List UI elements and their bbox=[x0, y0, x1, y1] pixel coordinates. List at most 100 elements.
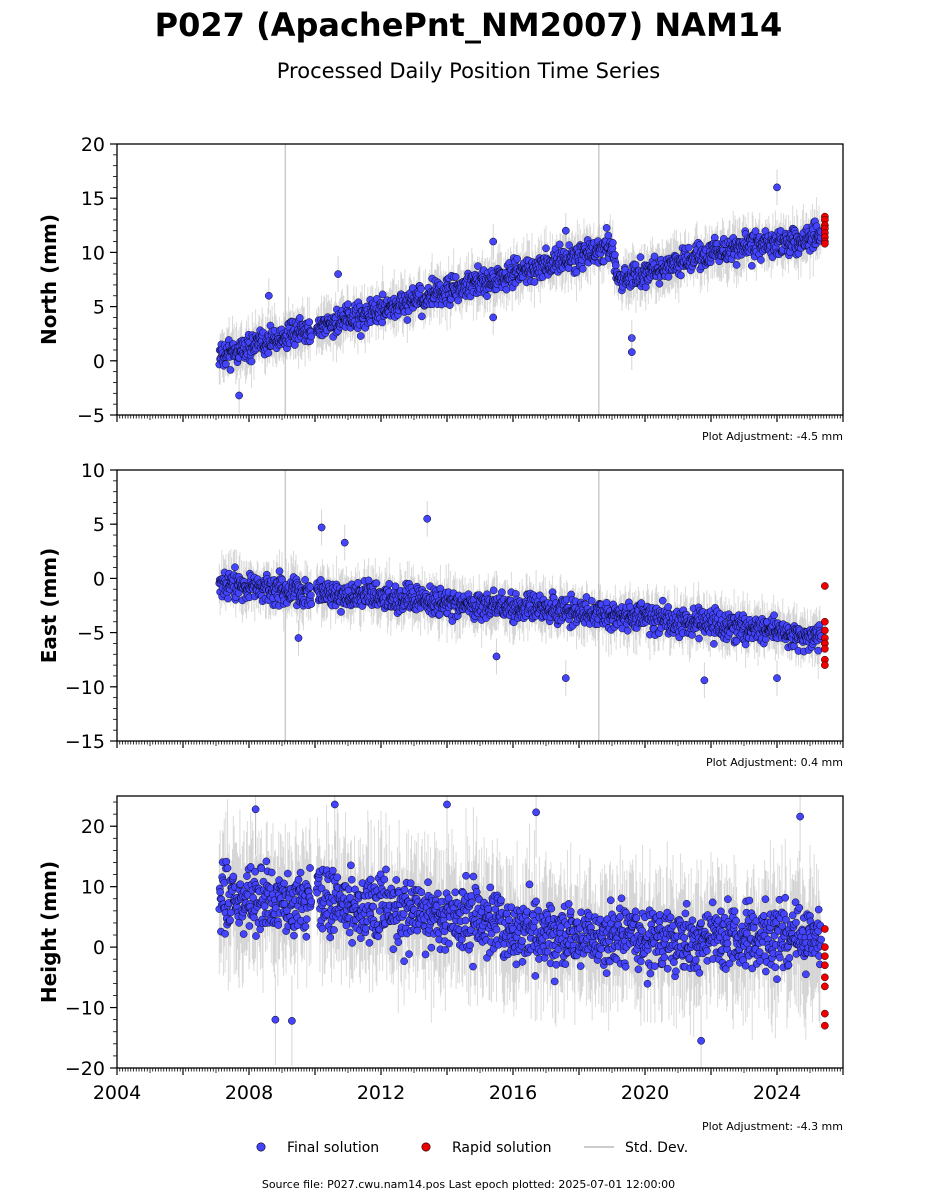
rapid-point bbox=[821, 626, 829, 635]
final-point bbox=[741, 640, 750, 649]
final-point bbox=[275, 567, 284, 576]
final-point-outlier bbox=[561, 674, 570, 682]
y-tick-label: 5 bbox=[93, 514, 105, 536]
rapid-point bbox=[821, 661, 829, 669]
final-point bbox=[814, 646, 823, 655]
rapid-point bbox=[821, 617, 829, 626]
final-point bbox=[710, 640, 718, 648]
stddev-bars bbox=[218, 197, 822, 388]
rapid-solution-points bbox=[821, 212, 829, 248]
y-tick-label: −15 bbox=[65, 731, 105, 753]
final-solution-points bbox=[215, 169, 825, 414]
final-point bbox=[418, 312, 426, 321]
final-point bbox=[650, 252, 659, 261]
final-point-outlier bbox=[700, 676, 709, 685]
final-point bbox=[356, 332, 365, 340]
final-point bbox=[372, 579, 381, 587]
final-point bbox=[316, 576, 325, 584]
final-point bbox=[474, 262, 482, 270]
rapid-point bbox=[821, 582, 829, 590]
y-tick-label: −5 bbox=[77, 623, 105, 645]
final-point bbox=[295, 314, 304, 322]
plot-area-1 bbox=[215, 470, 829, 741]
y-tick-label: 5 bbox=[93, 297, 105, 319]
final-point bbox=[226, 366, 235, 374]
final-point bbox=[301, 576, 309, 584]
final-point bbox=[344, 300, 352, 308]
final-point bbox=[222, 360, 230, 368]
final-point bbox=[611, 250, 619, 259]
y-tick-label: 10 bbox=[81, 460, 105, 482]
final-point bbox=[305, 318, 314, 326]
y-tick-label: 10 bbox=[81, 242, 105, 264]
final-point-outlier bbox=[773, 674, 781, 682]
final-point bbox=[454, 296, 462, 305]
final-point bbox=[224, 594, 232, 603]
final-point-outlier bbox=[627, 334, 636, 342]
final-point-outlier bbox=[294, 634, 303, 642]
final-point bbox=[602, 224, 611, 232]
final-point bbox=[587, 597, 596, 605]
final-point bbox=[732, 261, 741, 269]
final-point-outlier bbox=[423, 514, 432, 523]
final-point bbox=[530, 278, 539, 286]
final-point bbox=[748, 261, 756, 270]
y-tick-label: 15 bbox=[81, 188, 105, 210]
final-point bbox=[642, 283, 650, 291]
final-point bbox=[684, 243, 693, 252]
final-point-outlier bbox=[489, 237, 498, 246]
final-point bbox=[564, 264, 573, 272]
y-tick-label: 0 bbox=[93, 568, 105, 590]
final-point bbox=[264, 349, 273, 357]
final-point bbox=[307, 600, 316, 608]
rapid-point bbox=[821, 645, 829, 653]
final-point bbox=[751, 227, 760, 236]
final-point bbox=[582, 593, 591, 601]
final-point bbox=[658, 596, 667, 605]
final-point bbox=[364, 576, 373, 585]
rapid-point bbox=[821, 239, 829, 248]
y-tick-label: −10 bbox=[65, 677, 105, 699]
final-solution-points bbox=[215, 500, 825, 699]
final-point bbox=[391, 582, 400, 591]
final-point bbox=[578, 265, 587, 273]
final-point bbox=[483, 292, 491, 300]
final-point-outlier bbox=[773, 183, 781, 192]
final-point bbox=[498, 588, 506, 597]
final-point bbox=[542, 244, 550, 253]
rapid-solution-points bbox=[821, 582, 829, 669]
final-point bbox=[655, 279, 664, 288]
final-point bbox=[337, 608, 345, 616]
final-point bbox=[513, 255, 521, 263]
final-point bbox=[611, 261, 620, 270]
final-point bbox=[677, 271, 685, 280]
chart-subtitle: Processed Daily Position Time Series bbox=[277, 59, 661, 83]
final-point bbox=[489, 586, 498, 595]
final-point bbox=[609, 238, 617, 247]
final-point bbox=[451, 273, 460, 281]
final-point bbox=[307, 332, 316, 341]
final-point bbox=[664, 273, 673, 281]
final-point bbox=[354, 579, 362, 587]
final-point-outlier bbox=[334, 270, 342, 278]
final-point-outlier bbox=[264, 291, 273, 300]
final-point-outlier bbox=[317, 523, 326, 532]
y-tick-label: 0 bbox=[93, 351, 105, 373]
final-point-outlier bbox=[627, 348, 636, 356]
y-axis-label: North (mm) bbox=[37, 214, 61, 345]
final-point bbox=[417, 284, 425, 293]
final-point bbox=[565, 241, 573, 249]
y-tick-label: −5 bbox=[77, 405, 105, 427]
final-point bbox=[231, 563, 239, 572]
final-point bbox=[247, 357, 256, 366]
final-point bbox=[378, 318, 387, 327]
final-point bbox=[664, 603, 672, 611]
final-point bbox=[555, 240, 564, 249]
final-point bbox=[604, 231, 613, 240]
final-point bbox=[278, 575, 286, 584]
final-point bbox=[403, 316, 412, 324]
final-point bbox=[623, 626, 632, 635]
final-point bbox=[757, 256, 765, 264]
